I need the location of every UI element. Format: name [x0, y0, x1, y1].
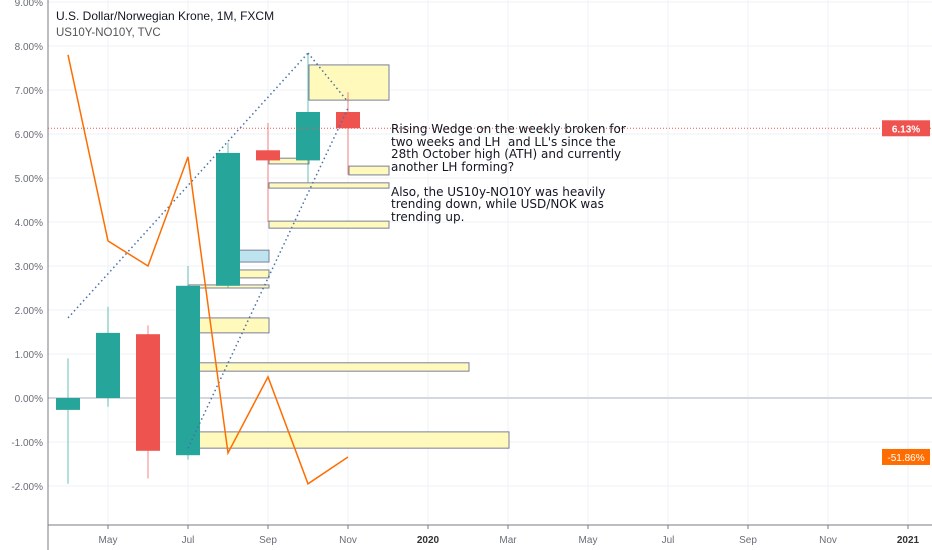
y-tick-label: 7.00%	[15, 86, 43, 97]
compare-series-line	[67, 54, 349, 485]
candle-body	[216, 152, 240, 286]
y-tick-label: -1.00%	[11, 438, 43, 449]
drawn-rectangle	[188, 362, 470, 372]
drawn-rectangle	[268, 182, 390, 189]
compare-last-badge	[882, 448, 930, 465]
y-tick-label: 4.00%	[15, 218, 43, 229]
candle-body	[56, 398, 80, 410]
wedge-trendline	[307, 52, 349, 103]
compare-last-label: -51.86%	[887, 453, 924, 464]
drawn-rectangle	[188, 317, 270, 334]
x-tick-label: 2020	[417, 535, 440, 546]
drawn-rectangle	[268, 220, 390, 229]
x-tick-label: May	[579, 535, 598, 546]
x-tick-label: 2021	[897, 535, 920, 546]
x-tick-label: Nov	[819, 535, 837, 546]
x-tick-label: Nov	[339, 535, 357, 546]
drawn-rectangle	[268, 157, 310, 165]
x-tick-label: Jul	[662, 535, 675, 546]
candle-body	[136, 334, 160, 451]
y-tick-label: 8.00%	[15, 42, 43, 53]
compare-symbol-title[interactable]: US10Y-NO10Y, TVC	[56, 27, 161, 39]
y-tick-label: 3.00%	[15, 262, 43, 273]
candle-body	[296, 112, 320, 161]
candle-body	[96, 332, 120, 398]
last-price-label: 6.13%	[892, 124, 920, 135]
x-tick-label: Jul	[182, 535, 195, 546]
y-tick-label: 5.00%	[15, 174, 43, 185]
chart-legend: U.S. Dollar/Norwegian Krone, 1M, FXCM US…	[56, 8, 274, 42]
y-tick-label: 9.00%	[15, 0, 43, 9]
candle-body	[176, 285, 200, 456]
y-tick-label: 2.00%	[15, 306, 43, 317]
y-tick-label: 6.00%	[15, 130, 43, 141]
drawn-rectangle	[308, 64, 390, 101]
y-tick-label: 0.00%	[15, 394, 43, 405]
x-tick-label: Mar	[499, 535, 517, 546]
drawn-rectangle	[348, 165, 390, 176]
annotation-paragraph-2: Also, the US10y-NO10Y was heavily trendi…	[391, 184, 606, 224]
y-tick-label: 1.00%	[15, 350, 43, 361]
annotation-paragraph-1: Rising Wedge on the weekly broken for tw…	[391, 122, 626, 174]
x-tick-label: Sep	[259, 535, 277, 546]
x-tick-label: May	[99, 535, 118, 546]
y-tick-label: -2.00%	[11, 482, 43, 493]
x-tick-label: Sep	[739, 535, 757, 546]
candle-body	[336, 112, 360, 129]
symbol-title[interactable]: U.S. Dollar/Norwegian Krone, 1M, FXCM	[56, 9, 275, 23]
last-price-badge	[882, 120, 930, 137]
wedge-trendline	[67, 52, 309, 319]
candle-body	[256, 150, 280, 161]
text-annotation[interactable]: Rising Wedge on the weekly broken for tw…	[391, 123, 626, 223]
